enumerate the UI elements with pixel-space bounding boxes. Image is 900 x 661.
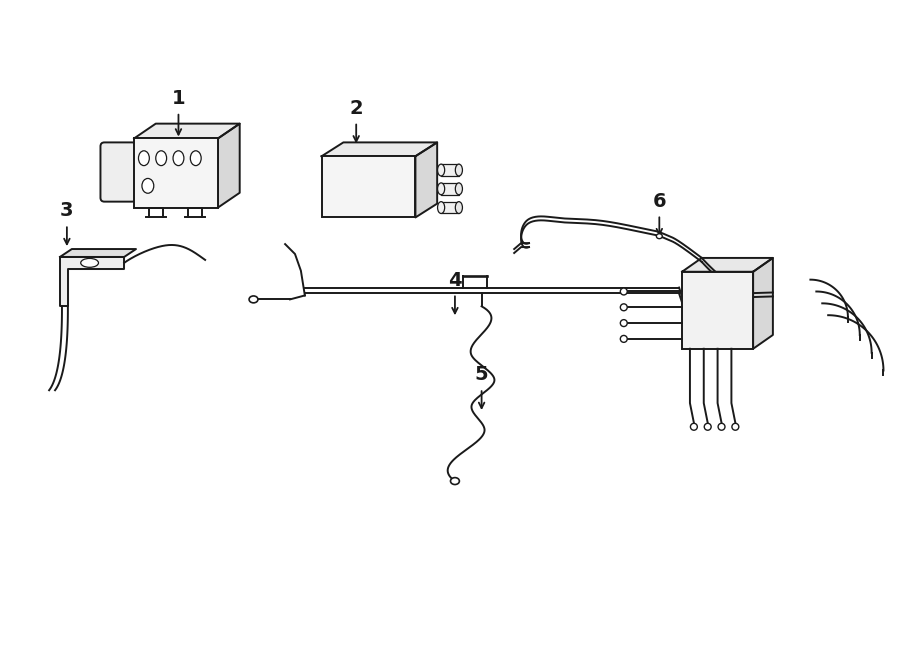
Bar [441, 202, 459, 214]
Ellipse shape [451, 478, 459, 485]
Ellipse shape [718, 423, 725, 430]
Ellipse shape [690, 423, 698, 430]
Ellipse shape [173, 151, 184, 166]
Bar [321, 156, 416, 217]
Polygon shape [60, 257, 124, 306]
Ellipse shape [156, 151, 166, 166]
Bar [134, 138, 218, 208]
Ellipse shape [437, 164, 445, 176]
Ellipse shape [142, 178, 154, 193]
Ellipse shape [732, 423, 739, 430]
Ellipse shape [139, 151, 149, 166]
Ellipse shape [455, 164, 463, 176]
Ellipse shape [437, 202, 445, 214]
Bar [441, 183, 459, 195]
Bar [441, 164, 459, 176]
Text: 4: 4 [448, 270, 462, 290]
Polygon shape [753, 258, 773, 349]
Ellipse shape [437, 183, 445, 195]
Ellipse shape [656, 234, 662, 239]
Ellipse shape [705, 423, 711, 430]
Text: 1: 1 [172, 89, 185, 108]
Polygon shape [321, 142, 437, 156]
Ellipse shape [249, 296, 258, 303]
Text: 3: 3 [60, 202, 74, 220]
Ellipse shape [190, 151, 202, 166]
Polygon shape [682, 258, 773, 272]
Polygon shape [134, 124, 239, 138]
Ellipse shape [620, 304, 627, 311]
Text: 5: 5 [475, 366, 489, 384]
FancyBboxPatch shape [101, 142, 136, 202]
Text: 6: 6 [652, 192, 666, 211]
Polygon shape [218, 124, 239, 208]
Ellipse shape [455, 183, 463, 195]
Text: 2: 2 [349, 98, 363, 118]
Ellipse shape [455, 202, 463, 214]
Ellipse shape [81, 258, 98, 267]
Polygon shape [60, 249, 136, 257]
Bar [682, 272, 753, 349]
Polygon shape [416, 142, 437, 217]
Ellipse shape [620, 335, 627, 342]
Ellipse shape [620, 320, 627, 327]
Ellipse shape [620, 288, 627, 295]
